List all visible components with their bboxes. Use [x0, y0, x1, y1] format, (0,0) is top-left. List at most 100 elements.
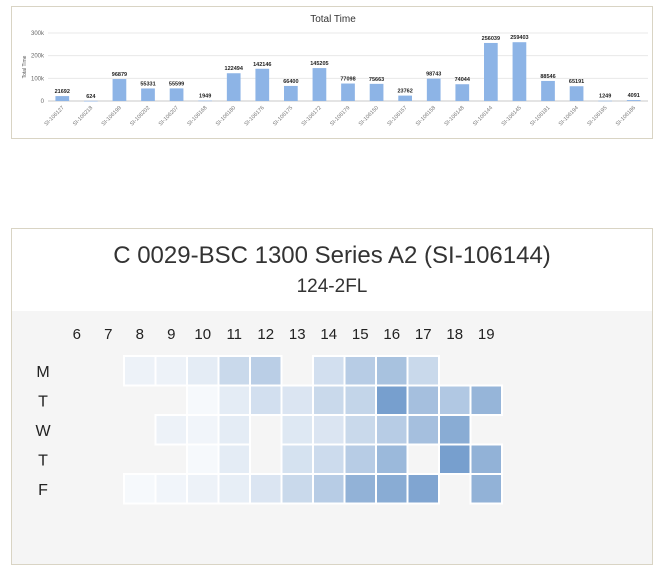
- bar: [426, 78, 441, 101]
- bar: [255, 68, 270, 101]
- bar: [341, 83, 355, 101]
- heatmap-cell: [280, 473, 314, 505]
- bar: [226, 73, 241, 101]
- heatmap-cell: [312, 443, 346, 475]
- heatmap-hour-label: 9: [167, 326, 175, 343]
- heatmap-cell: [375, 473, 409, 505]
- x-tick-label: SI-106199: [101, 105, 123, 127]
- heatmap-cell: [186, 473, 220, 505]
- heatmap-cell: [217, 443, 251, 475]
- heatmap-hour-label: 8: [136, 326, 144, 343]
- heatmap-cell: [343, 443, 377, 475]
- x-tick-label: SI-106175: [272, 105, 294, 127]
- bar: [484, 42, 498, 101]
- bar-value-label: 66400: [283, 79, 298, 85]
- x-tick-label: SI-106179: [329, 105, 351, 127]
- y-tick-label: 100k: [31, 76, 45, 82]
- heatmap-cell: [249, 473, 283, 505]
- heatmap-cell: [469, 443, 503, 475]
- bar-chart-panel: Total Time Total Time 0 100k 200k 300k 21692 SI…: [11, 6, 653, 139]
- bar: [369, 83, 384, 101]
- heatmap-cell: [217, 384, 251, 416]
- heatmap-cell: [312, 384, 346, 416]
- heatmap-cell: [186, 443, 220, 475]
- heatmap-cell: [217, 414, 251, 446]
- heatmap-cell: [154, 414, 188, 446]
- bar-value-label: 122494: [225, 66, 244, 72]
- bar-value-label: 4091: [628, 93, 640, 99]
- bar-value-label: 259403: [510, 35, 528, 41]
- x-tick-label: SI-106157: [386, 105, 408, 127]
- heatmap-hour-label: 11: [226, 326, 242, 343]
- heatmap-day-label: W: [35, 423, 51, 440]
- bar: [84, 100, 98, 102]
- heatmap-hour-label: 14: [320, 326, 337, 343]
- y-tick-label: 0: [41, 99, 45, 105]
- heatmap-cell: [438, 384, 472, 416]
- bar-value-label: 23762: [397, 89, 412, 95]
- heatmap-cell: [375, 384, 409, 416]
- heatmap-cell: [406, 384, 440, 416]
- x-tick-label: SI-106186: [615, 105, 637, 127]
- bar-value-label: 1249: [599, 94, 611, 100]
- bar: [455, 84, 470, 101]
- heatmap-cell: [469, 384, 503, 416]
- y-tick-label: 200k: [31, 54, 45, 60]
- bar: [141, 88, 155, 101]
- heatmap-hour-label: 16: [383, 326, 400, 343]
- heatmap-cell: [312, 355, 346, 387]
- y-tick-label: 300k: [31, 31, 45, 37]
- heatmap-cell: [343, 414, 377, 446]
- heatmap-cell: [123, 355, 157, 387]
- heatmap-cell: [438, 443, 472, 475]
- bar-value-label: 55331: [140, 81, 155, 87]
- heatmap-day-label: F: [38, 482, 48, 499]
- bar-value-label: 145205: [310, 61, 328, 67]
- heatmap-cell: [343, 384, 377, 416]
- heatmap-hour-label: 6: [73, 326, 81, 343]
- x-tick-label: SI-106195: [586, 105, 608, 127]
- y-axis-label: Total Time: [22, 55, 28, 78]
- heatmap-cell: [186, 414, 220, 446]
- heatmap-cell: [280, 443, 314, 475]
- x-tick-label: SI-106144: [472, 105, 494, 127]
- x-tick-label: SI-106202: [129, 105, 151, 127]
- x-tick-label: SI-106150: [358, 105, 380, 127]
- heatmap-hour-label: 17: [415, 326, 432, 343]
- heatmap-hour-label: 18: [446, 326, 463, 343]
- x-tick-label: SI-106172: [301, 105, 323, 127]
- heatmap-cell: [375, 443, 409, 475]
- heatmap-day-label: T: [38, 452, 48, 469]
- heatmap-day-label: T: [38, 393, 48, 410]
- heatmap-cell: [469, 473, 503, 505]
- heatmap-hour-label: 15: [352, 326, 369, 343]
- heatmap-cell: [280, 384, 314, 416]
- heatmap-cell: [438, 414, 472, 446]
- bar: [312, 68, 327, 101]
- heatmap-cell: [406, 355, 440, 387]
- bar-value-label: 55599: [169, 81, 184, 87]
- heatmap-cell: [186, 384, 220, 416]
- x-tick-label: SI-106127: [44, 105, 66, 127]
- heatmap-panel: C 0029-BSC 1300 Series A2 (SI-106144) 12…: [11, 228, 653, 565]
- x-tick-label: SI-106148: [444, 105, 466, 127]
- bar-value-label: 142146: [253, 62, 271, 68]
- bar-value-label: 1949: [199, 94, 211, 100]
- bar: [626, 100, 641, 101]
- x-tick-label: SI-106207: [158, 105, 180, 127]
- bar-value-label: 65191: [569, 79, 584, 85]
- x-tick-label: SI-106145: [501, 105, 523, 127]
- bar-value-label: 96879: [112, 72, 127, 78]
- bar-value-label: 624: [86, 94, 96, 100]
- heatmap-subtitle: 124-2FL: [296, 276, 368, 297]
- heatmap-hour-label: 19: [478, 326, 495, 343]
- heatmap-cell: [154, 473, 188, 505]
- heatmap-cell: [375, 355, 409, 387]
- bar: [598, 100, 612, 102]
- heatmap-cell: [186, 355, 220, 387]
- x-tick-label: SI-106181: [529, 105, 551, 127]
- heatmap-cell: [343, 355, 377, 387]
- bar-chart: Total Time Total Time 0 100k 200k 300k 21692 SI…: [22, 14, 648, 127]
- bar: [398, 95, 412, 101]
